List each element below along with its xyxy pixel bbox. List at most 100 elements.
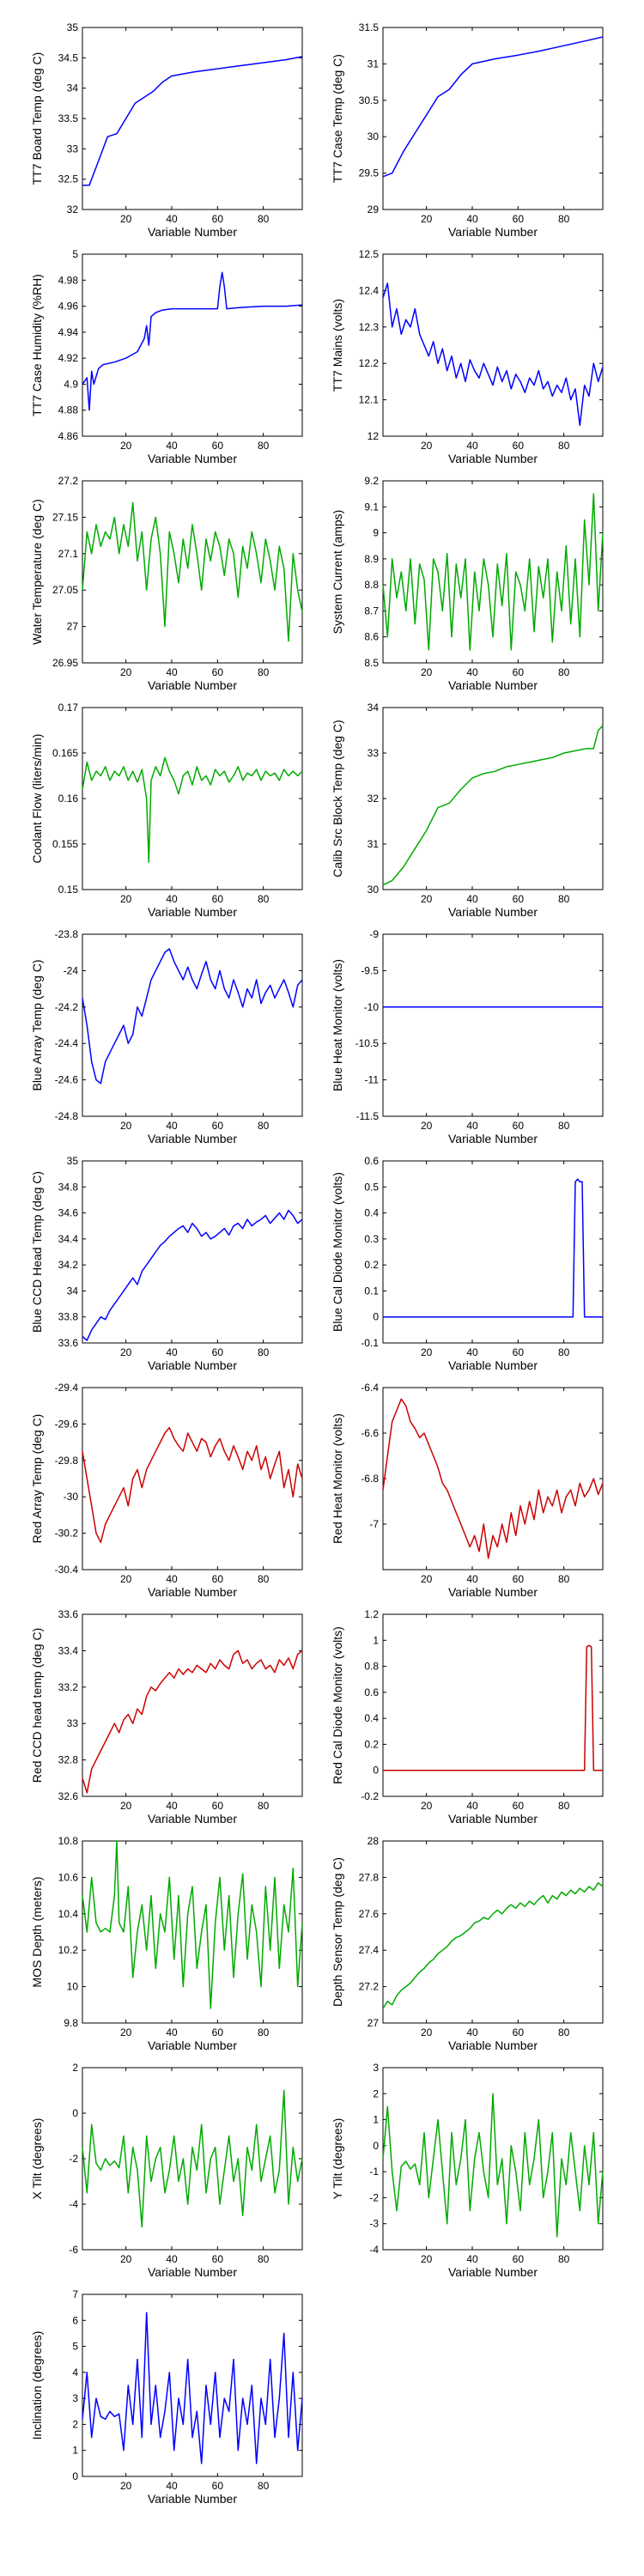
x-axis-label: Variable Number: [148, 1585, 237, 1599]
y-tick-label: -10.5: [355, 1037, 380, 1049]
y-axis-label: TT7 Case Temp (deg C): [331, 54, 344, 183]
y-tick-label: 12.1: [359, 394, 380, 406]
y-tick-label: 12: [368, 430, 380, 442]
y-axis-label: Blue Array Temp (deg C): [30, 959, 44, 1091]
x-tick-label: 80: [558, 1120, 570, 1132]
y-tick-label: 28: [368, 1835, 380, 1847]
y-tick-label: 0.155: [52, 838, 78, 850]
x-axis-label: Variable Number: [448, 225, 538, 239]
y-tick-label: -24.2: [55, 1001, 79, 1013]
y-tick-label: 27.15: [52, 511, 78, 523]
y-tick-label: 0.5: [364, 1181, 379, 1193]
y-tick-label: 12.2: [359, 357, 380, 369]
y-tick-label: -29.4: [55, 1382, 79, 1394]
y-tick-label: 0.4: [364, 1712, 379, 1724]
plot-frame: [382, 707, 604, 890]
y-tick-label: 12.3: [359, 321, 380, 333]
x-tick-label: 20: [120, 2480, 132, 2492]
x-tick-label: 60: [513, 1573, 525, 1585]
x-tick-label: 40: [466, 2026, 478, 2038]
y-tick-label: -6.6: [361, 1427, 379, 1439]
y-tick-label: -7: [369, 1518, 379, 1530]
y-tick-label: 31: [368, 838, 380, 850]
x-tick-label: 40: [466, 1800, 478, 1812]
plot-frame: [82, 1840, 303, 2024]
x-tick-label: 40: [166, 1120, 178, 1132]
y-tick-label: -24.4: [55, 1037, 79, 1049]
x-axis-label: Variable Number: [148, 905, 237, 919]
y-tick-label: 35: [67, 21, 79, 33]
x-tick-label: 40: [466, 893, 478, 905]
chart-6: 20 40 60 80 8.5 8.6 8.7 8.8 8.9 9 9.1 9.2 Variable N…: [331, 475, 604, 692]
x-axis-label: Variable Number: [148, 452, 237, 465]
y-axis-label: Red CCD head temp (deg C): [30, 1628, 44, 1783]
x-tick-label: 60: [513, 2026, 525, 2038]
y-tick-label: 32.5: [58, 173, 79, 185]
y-tick-label: 0.6: [364, 1686, 379, 1698]
y-tick-label: 4.98: [58, 274, 79, 286]
y-tick-label: 30: [368, 131, 380, 143]
y-tick-label: -6.4: [361, 1382, 379, 1394]
x-axis-label: Variable Number: [148, 1812, 237, 1826]
x-tick-label: 80: [258, 2480, 270, 2492]
series-line: [382, 493, 604, 651]
y-tick-label: 34.5: [58, 52, 79, 64]
x-tick-label: 20: [120, 893, 132, 905]
y-tick-label: -9.5: [361, 964, 379, 976]
y-tick-label: -1: [369, 2166, 379, 2178]
x-tick-label: 20: [421, 1120, 433, 1132]
x-tick-label: 20: [120, 1120, 132, 1132]
plot-frame: [382, 1387, 604, 1571]
plot-frame: [82, 1387, 303, 1571]
x-tick-label: 40: [466, 1346, 478, 1358]
y-tick-label: -30: [64, 1491, 79, 1503]
y-tick-label: 9.1: [364, 501, 379, 513]
y-tick-label: -11: [365, 1074, 380, 1086]
plot-frame: [82, 480, 303, 664]
plot-frame: [82, 1160, 303, 1344]
series-line: [382, 36, 604, 178]
y-axis-label: Red Heat Monitor (volts): [331, 1413, 344, 1544]
chart-18: 20 40 60 80 27 27.2 27.4 27.6 27.8 28 Variable Num…: [331, 1835, 604, 2052]
y-tick-label: 30.5: [359, 94, 380, 106]
y-tick-label: 27.8: [359, 1871, 380, 1883]
y-tick-label: 3: [373, 2062, 379, 2074]
plot-frame: [382, 933, 604, 1117]
chart-12: 20 40 60 80 -0.1 0 0.1 0.2 0.3 0.4 0.5 0.6 Variable …: [331, 1155, 604, 1372]
chart-2: 20 40 60 80 29 29.5 30 30.5 31 31.5 Variable Numbe…: [331, 21, 604, 239]
series-line: [82, 271, 303, 411]
y-axis-label: Water Temperature (deg C): [30, 499, 44, 645]
x-tick-label: 40: [466, 666, 478, 678]
y-tick-label: 5: [72, 2341, 78, 2353]
y-tick-label: 27.4: [359, 1944, 380, 1956]
y-tick-label: 33.6: [58, 1337, 79, 1349]
chart-8: 20 40 60 80 30 31 32 33 34 Variable Number Calib S…: [331, 702, 604, 919]
x-tick-label: 60: [513, 1346, 525, 1358]
series-line: [82, 2312, 303, 2464]
y-tick-label: -30.4: [55, 1564, 79, 1576]
x-tick-label: 40: [166, 213, 178, 225]
y-tick-label: -3: [369, 2218, 379, 2230]
x-axis-label: Variable Number: [148, 225, 237, 239]
series-line: [82, 756, 303, 863]
y-tick-label: 8.9: [364, 553, 379, 565]
chart-5: 20 40 60 80 26.95 27 27.05 27.1 27.15 27.2 Variabl…: [30, 475, 303, 692]
y-tick-label: 33: [368, 747, 380, 759]
x-tick-label: 60: [212, 2026, 224, 2038]
y-tick-label: -24.8: [55, 1110, 79, 1122]
chart-20: 20 40 60 80 -4 -3 -2 -1 0 1 2 3 Variable Number Y Til…: [331, 2062, 604, 2279]
y-tick-label: 33.5: [58, 112, 79, 125]
y-tick-label: -10: [364, 1001, 380, 1013]
y-tick-label: 33.4: [58, 1644, 79, 1656]
x-tick-label: 80: [558, 2253, 570, 2265]
chart-10: 20 40 60 80 -11.5 -11 -10.5 -10 -9.5 -9 Variable N…: [331, 928, 604, 1145]
y-tick-label: -29.8: [55, 1455, 79, 1467]
x-tick-label: 60: [212, 1120, 224, 1132]
x-tick-label: 40: [466, 2253, 478, 2265]
y-tick-label: 12.4: [359, 284, 380, 296]
y-tick-label: 0.16: [58, 793, 79, 805]
x-tick-label: 40: [166, 1346, 178, 1358]
x-tick-label: 20: [421, 1800, 433, 1812]
y-tick-label: 9: [373, 527, 379, 539]
y-tick-label: 34.4: [58, 1233, 79, 1245]
